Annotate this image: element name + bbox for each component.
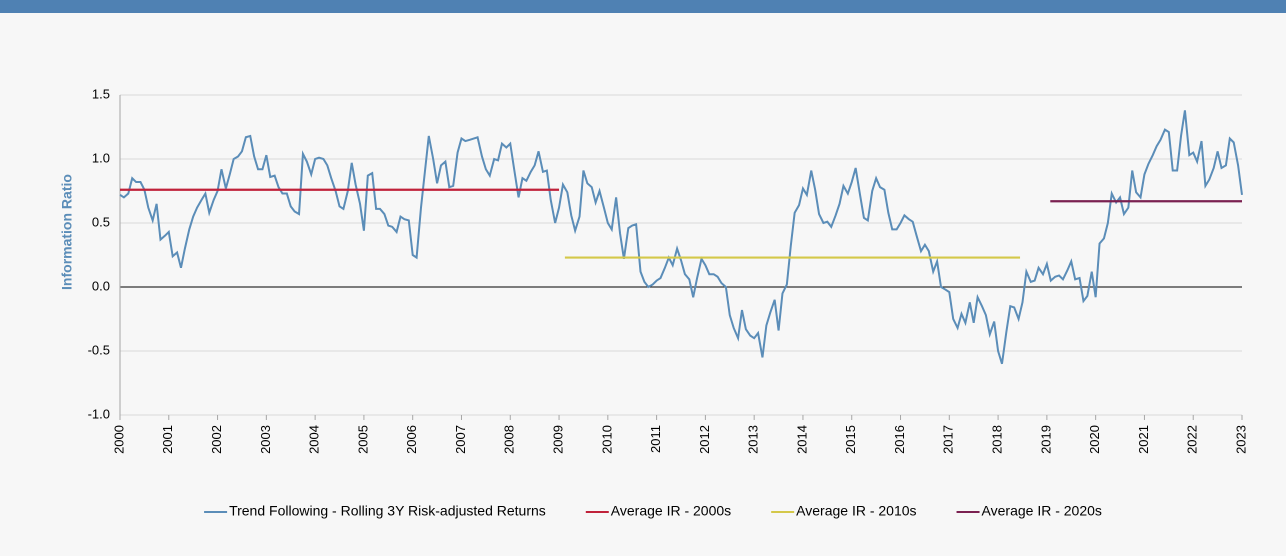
x-tick-label: 2006 bbox=[404, 425, 419, 454]
y-tick-label: 0.0 bbox=[92, 278, 110, 293]
x-tick-label: 2017 bbox=[941, 425, 956, 454]
legend-label: Average IR - 2010s bbox=[796, 503, 916, 519]
x-tick-label: 2011 bbox=[648, 425, 663, 453]
top-band bbox=[0, 0, 1286, 13]
x-tick-label: 2002 bbox=[209, 425, 224, 454]
x-tick-label: 2000 bbox=[111, 425, 126, 454]
y-tick-label: 0.5 bbox=[92, 214, 110, 229]
legend-label: Trend Following - Rolling 3Y Risk-adjust… bbox=[229, 503, 546, 519]
x-tick-label: 2005 bbox=[355, 425, 370, 454]
y-tick-label: 1.0 bbox=[92, 150, 110, 165]
y-tick-label: 1.5 bbox=[92, 86, 110, 101]
x-tick-label: 2020 bbox=[1087, 425, 1102, 454]
series-line bbox=[119, 110, 1243, 365]
x-tick-label: 2013 bbox=[746, 425, 761, 454]
y-tick-label: -0.5 bbox=[88, 342, 110, 357]
x-tick-label: 2009 bbox=[550, 425, 565, 454]
x-tick-label: 2022 bbox=[1185, 425, 1200, 454]
x-tick-label: 2012 bbox=[697, 425, 712, 454]
x-tick-label: 2003 bbox=[258, 425, 273, 454]
y-axis-label: Information Ratio bbox=[59, 174, 75, 290]
x-tick-label: 2016 bbox=[892, 425, 907, 454]
x-tick-label: 2015 bbox=[843, 425, 858, 454]
x-tick-label: 2004 bbox=[307, 425, 322, 454]
x-tick-label: 2021 bbox=[1136, 425, 1151, 454]
x-tick-label: 2014 bbox=[794, 425, 809, 454]
legend-label: Average IR - 2020s bbox=[982, 503, 1102, 519]
x-tick-label: 2023 bbox=[1233, 425, 1248, 454]
x-tick-label: 2018 bbox=[990, 425, 1005, 454]
x-tick-label: 2001 bbox=[160, 425, 175, 454]
x-tick-label: 2007 bbox=[453, 425, 468, 454]
x-tick-label: 2019 bbox=[1038, 425, 1053, 454]
x-tick-label: 2010 bbox=[599, 425, 614, 454]
legend-label: Average IR - 2000s bbox=[611, 503, 731, 519]
y-tick-label: -1.0 bbox=[88, 406, 110, 421]
x-tick-label: 2008 bbox=[502, 425, 517, 454]
